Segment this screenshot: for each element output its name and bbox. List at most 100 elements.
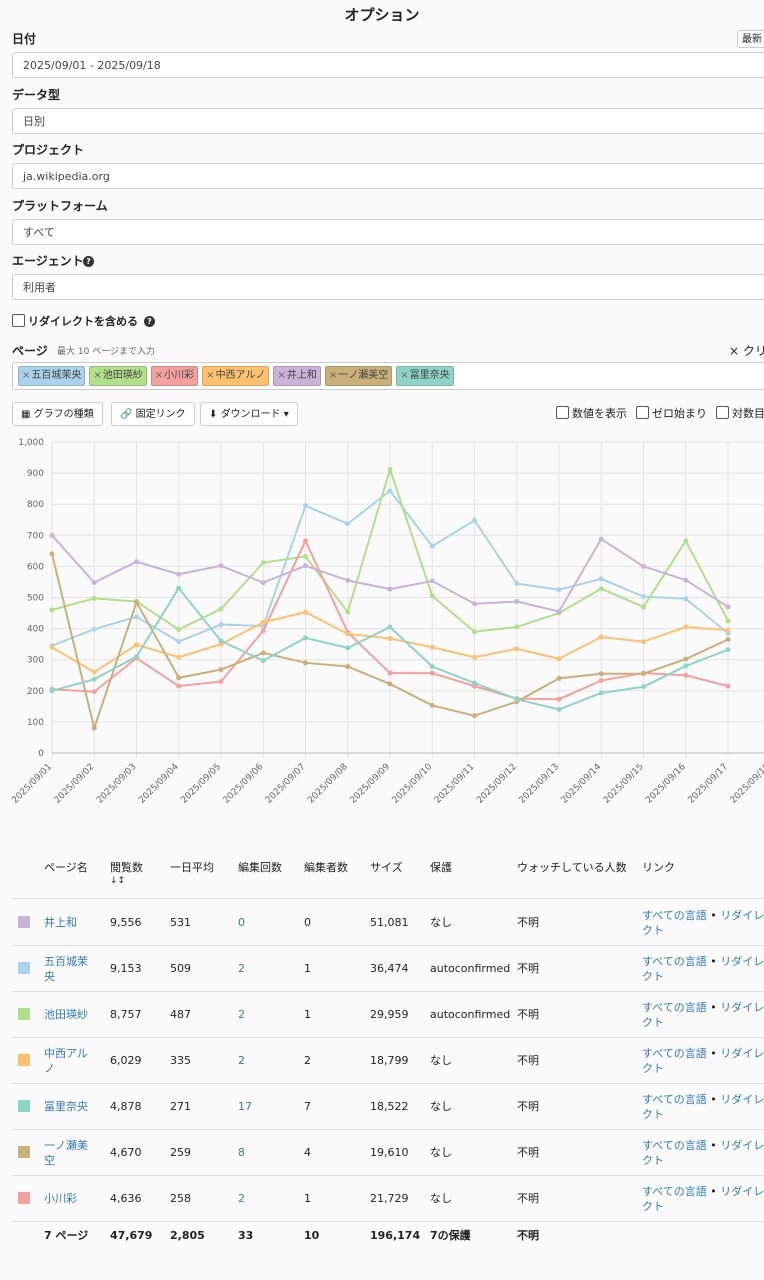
data-point: [683, 663, 689, 669]
data-point: [641, 684, 646, 690]
data-point: [598, 690, 604, 696]
table-cell[interactable]: 17: [238, 1100, 252, 1113]
x-tick-label: 2025/09/02: [53, 762, 97, 806]
page-tag[interactable]: 小川彩: [150, 366, 199, 386]
y-tick-label: 1,000: [18, 438, 44, 448]
toolbar-checkbox[interactable]: 数値を表示: [556, 405, 627, 421]
table-cell: 9,556: [110, 916, 142, 929]
table-cell[interactable]: 冨里奈央: [44, 1100, 88, 1113]
link[interactable]: すべての言語: [642, 1001, 707, 1014]
data-point: [260, 619, 266, 625]
link[interactable]: リダイレクト: [642, 955, 764, 983]
x-tick-label: 2025/09/11: [433, 762, 477, 806]
link[interactable]: リダイレクト: [642, 1093, 764, 1121]
link[interactable]: リダイレクト: [642, 909, 764, 937]
button-text: グラフの種類: [33, 409, 94, 420]
data-point: [472, 629, 477, 635]
footer-cell: 10: [304, 1229, 320, 1242]
data-point: [598, 634, 604, 640]
data-point: [303, 660, 308, 666]
link[interactable]: リダイレクト: [642, 1001, 764, 1029]
table-cell[interactable]: 2: [238, 1192, 245, 1205]
link[interactable]: すべての言語: [642, 1047, 707, 1060]
data-point: [176, 585, 182, 591]
data-point: [556, 608, 562, 614]
table-cell[interactable]: 一ノ瀬美空: [44, 1139, 88, 1167]
toolbar-button[interactable]: ⬇ ダウンロード ▾: [200, 402, 298, 426]
data-point: [260, 580, 266, 586]
data-point: [387, 636, 393, 642]
data-point: [134, 642, 139, 648]
table-cell: 4,670: [110, 1146, 142, 1159]
table-cell[interactable]: 中西アルノ: [44, 1047, 88, 1075]
data-point: [260, 650, 266, 656]
toolbar-checkbox[interactable]: 対数目盛: [716, 405, 764, 421]
page-tag[interactable]: 一ノ瀬美空: [324, 366, 393, 386]
button-text: ダウンロード: [220, 409, 281, 420]
data-point: [218, 622, 224, 628]
link[interactable]: すべての言語: [642, 1139, 707, 1152]
table-cell: 不明: [517, 1054, 539, 1067]
page-tag[interactable]: 中西アルノ: [202, 366, 270, 386]
table-cell[interactable]: 2: [238, 1008, 245, 1021]
field-input[interactable]: ja.wikipedia.org: [12, 163, 764, 189]
table-cell: 36,474: [370, 962, 409, 975]
data-point: [429, 702, 435, 708]
y-tick-label: 500: [27, 594, 44, 604]
data-point: [387, 670, 393, 676]
footer-cell: 47,679: [110, 1229, 153, 1242]
data-point: [176, 571, 182, 577]
field-input[interactable]: 利用者: [12, 274, 764, 300]
clear-button[interactable]: × クリア: [729, 342, 764, 359]
page-tag[interactable]: 池田瑛紗: [89, 366, 147, 386]
link[interactable]: すべての言語: [642, 1093, 707, 1106]
link[interactable]: すべての言語: [642, 1185, 707, 1198]
data-point: [134, 654, 139, 660]
table-cell: 18,522: [370, 1100, 409, 1113]
legend-swatch: [18, 1054, 30, 1066]
legend-swatch: [18, 1008, 30, 1020]
table-cell[interactable]: 井上和: [44, 916, 77, 929]
field-input[interactable]: 日別: [12, 107, 764, 134]
link[interactable]: リダイレクト: [642, 1047, 764, 1075]
data-point: [387, 681, 393, 687]
data-point: [556, 587, 562, 593]
toolbar-button[interactable]: ▦ グラフの種類: [12, 402, 103, 426]
table-cell[interactable]: 五百城茉央: [44, 955, 88, 983]
table-cell[interactable]: 池田瑛紗: [44, 1008, 88, 1021]
y-tick-label: 700: [27, 531, 44, 541]
pages-input[interactable]: 五百城茉央池田瑛紗小川彩中西アルノ井上和一ノ瀬美空冨里奈央: [12, 362, 764, 390]
link[interactable]: すべての言語: [642, 955, 707, 968]
table-cell[interactable]: 2: [238, 962, 245, 975]
link[interactable]: リダイレクト: [642, 1185, 764, 1213]
page-tag[interactable]: 五百城茉央: [18, 366, 86, 386]
field-input[interactable]: 2025/09/01 - 2025/09/18: [12, 52, 764, 78]
x-tick-label: 2025/09/04: [137, 762, 181, 806]
data-point: [260, 628, 266, 634]
link[interactable]: リダイレクト: [642, 1139, 764, 1167]
table-cell: 8,757: [110, 1008, 142, 1021]
redirect-checkbox[interactable]: リダイレクトを含める: [12, 313, 138, 329]
table-header: 閲覧数: [110, 861, 143, 874]
legend-swatch: [18, 1192, 30, 1204]
field-input[interactable]: すべて: [12, 218, 764, 245]
clear-text: クリア: [742, 344, 764, 358]
table-cell: 4: [304, 1146, 311, 1159]
latest-button[interactable]: 最新: [737, 30, 764, 48]
page-tag[interactable]: 冨里奈央: [396, 366, 454, 386]
page-tag[interactable]: 井上和: [273, 366, 321, 386]
table-cell[interactable]: 小川彩: [44, 1192, 77, 1205]
table-cell[interactable]: 8: [238, 1146, 245, 1159]
toolbar-button[interactable]: 🔗 固定リンク: [111, 402, 195, 426]
link[interactable]: すべての言語: [642, 909, 707, 922]
table-cell: 4,878: [110, 1100, 142, 1113]
legend-swatch: [18, 1146, 30, 1158]
table-cell[interactable]: 2: [238, 1054, 245, 1067]
data-point: [176, 683, 182, 689]
data-point: [218, 667, 224, 673]
table-header: ページ名: [44, 861, 88, 874]
table-cell[interactable]: 0: [238, 916, 245, 929]
field-label: プラットフォーム: [12, 198, 108, 213]
toolbar-checkbox[interactable]: ゼロ始まり: [636, 405, 707, 421]
legend-swatch: [18, 916, 30, 928]
